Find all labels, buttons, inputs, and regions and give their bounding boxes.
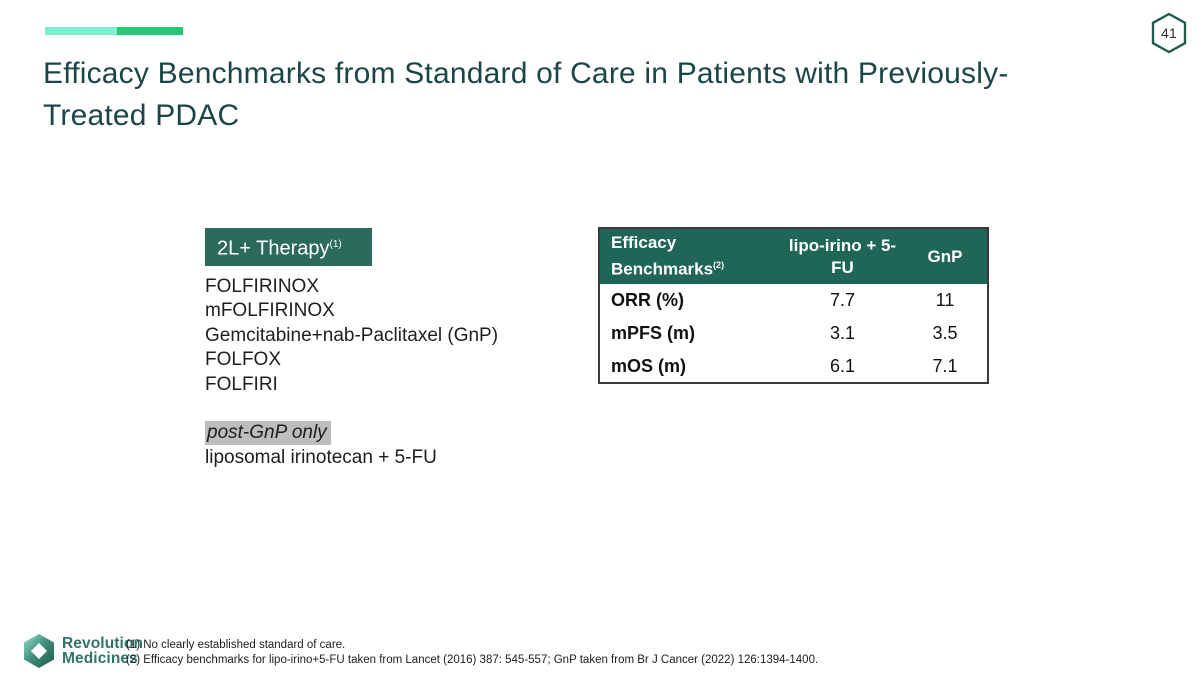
therapy-list-item: Gemcitabine+nab-Paclitaxel (GnP) bbox=[205, 324, 499, 346]
table-header-row: Efficacy Benchmarks(2) lipo-irino + 5-FU… bbox=[599, 228, 988, 284]
row-label: mPFS (m) bbox=[599, 317, 782, 350]
col-header-lipo-irino-5fu: lipo-irino + 5-FU bbox=[782, 228, 903, 284]
therapy-list-item: FOLFIRI bbox=[205, 373, 278, 395]
cell-value: 6.1 bbox=[782, 350, 903, 383]
cell-value: 3.5 bbox=[903, 317, 988, 350]
accent-bar-green-segment bbox=[117, 27, 183, 35]
footnote-2: (2) Efficacy benchmarks for lipo-irino+5… bbox=[126, 653, 819, 666]
table-row: mOS (m) 6.1 7.1 bbox=[599, 350, 988, 383]
footnotes: (1) No clearly established standard of c… bbox=[126, 638, 818, 667]
logo-line2: Medicines bbox=[62, 650, 138, 667]
logo-text: Revolution Medicines bbox=[62, 635, 144, 667]
revolution-medicines-logo: Revolution Medicines bbox=[22, 633, 143, 669]
col-header-efficacy-superscript: (2) bbox=[713, 260, 725, 271]
page-title: Efficacy Benchmarks from Standard of Car… bbox=[43, 57, 1009, 132]
cell-value: 3.1 bbox=[782, 317, 903, 350]
post-gnp-note: post-GnP only bbox=[205, 421, 331, 446]
cell-value: 11 bbox=[903, 284, 988, 317]
row-label: mOS (m) bbox=[599, 350, 782, 383]
post-gnp-item: liposomal irinotecan + 5-FU bbox=[205, 447, 437, 469]
col-header-efficacy-benchmarks: Efficacy Benchmarks(2) bbox=[599, 228, 782, 284]
hexagon-icon bbox=[1151, 12, 1187, 54]
slide-number: 41 bbox=[1161, 25, 1177, 41]
table-row: mPFS (m) 3.1 3.5 bbox=[599, 317, 988, 350]
therapy-panel: 2L+ Therapy(1) FOLFIRINOX mFOLFIRINOX Ge… bbox=[205, 228, 595, 471]
accent-bar bbox=[45, 27, 183, 35]
therapy-header-superscript: (1) bbox=[329, 239, 342, 250]
therapy-list: FOLFIRINOX mFOLFIRINOX Gemcitabine+nab-P… bbox=[205, 275, 595, 398]
slide-number-badge: 41 bbox=[1150, 12, 1188, 54]
accent-bar-light-segment bbox=[45, 27, 117, 35]
col-header-efficacy-label: Efficacy Benchmarks bbox=[611, 233, 714, 279]
cell-value: 7.7 bbox=[782, 284, 903, 317]
row-label: ORR (%) bbox=[599, 284, 782, 317]
therapy-list-item: FOLFOX bbox=[205, 349, 282, 371]
footnote-1: (1) No clearly established standard of c… bbox=[126, 639, 346, 651]
therapy-header-label: 2L+ Therapy bbox=[217, 237, 330, 260]
cell-value: 7.1 bbox=[903, 350, 988, 383]
therapy-list-item: mFOLFIRINOX bbox=[205, 300, 335, 322]
logo-icon bbox=[24, 634, 54, 668]
therapy-header: 2L+ Therapy(1) bbox=[205, 228, 372, 266]
benchmarks-table: Efficacy Benchmarks(2) lipo-irino + 5-FU… bbox=[598, 227, 989, 384]
col-header-gnp: GnP bbox=[903, 228, 988, 284]
table-row: ORR (%) 7.7 11 bbox=[599, 284, 988, 317]
therapy-list-item: FOLFIRINOX bbox=[205, 275, 320, 297]
logo-line1: Revolution bbox=[62, 635, 144, 652]
